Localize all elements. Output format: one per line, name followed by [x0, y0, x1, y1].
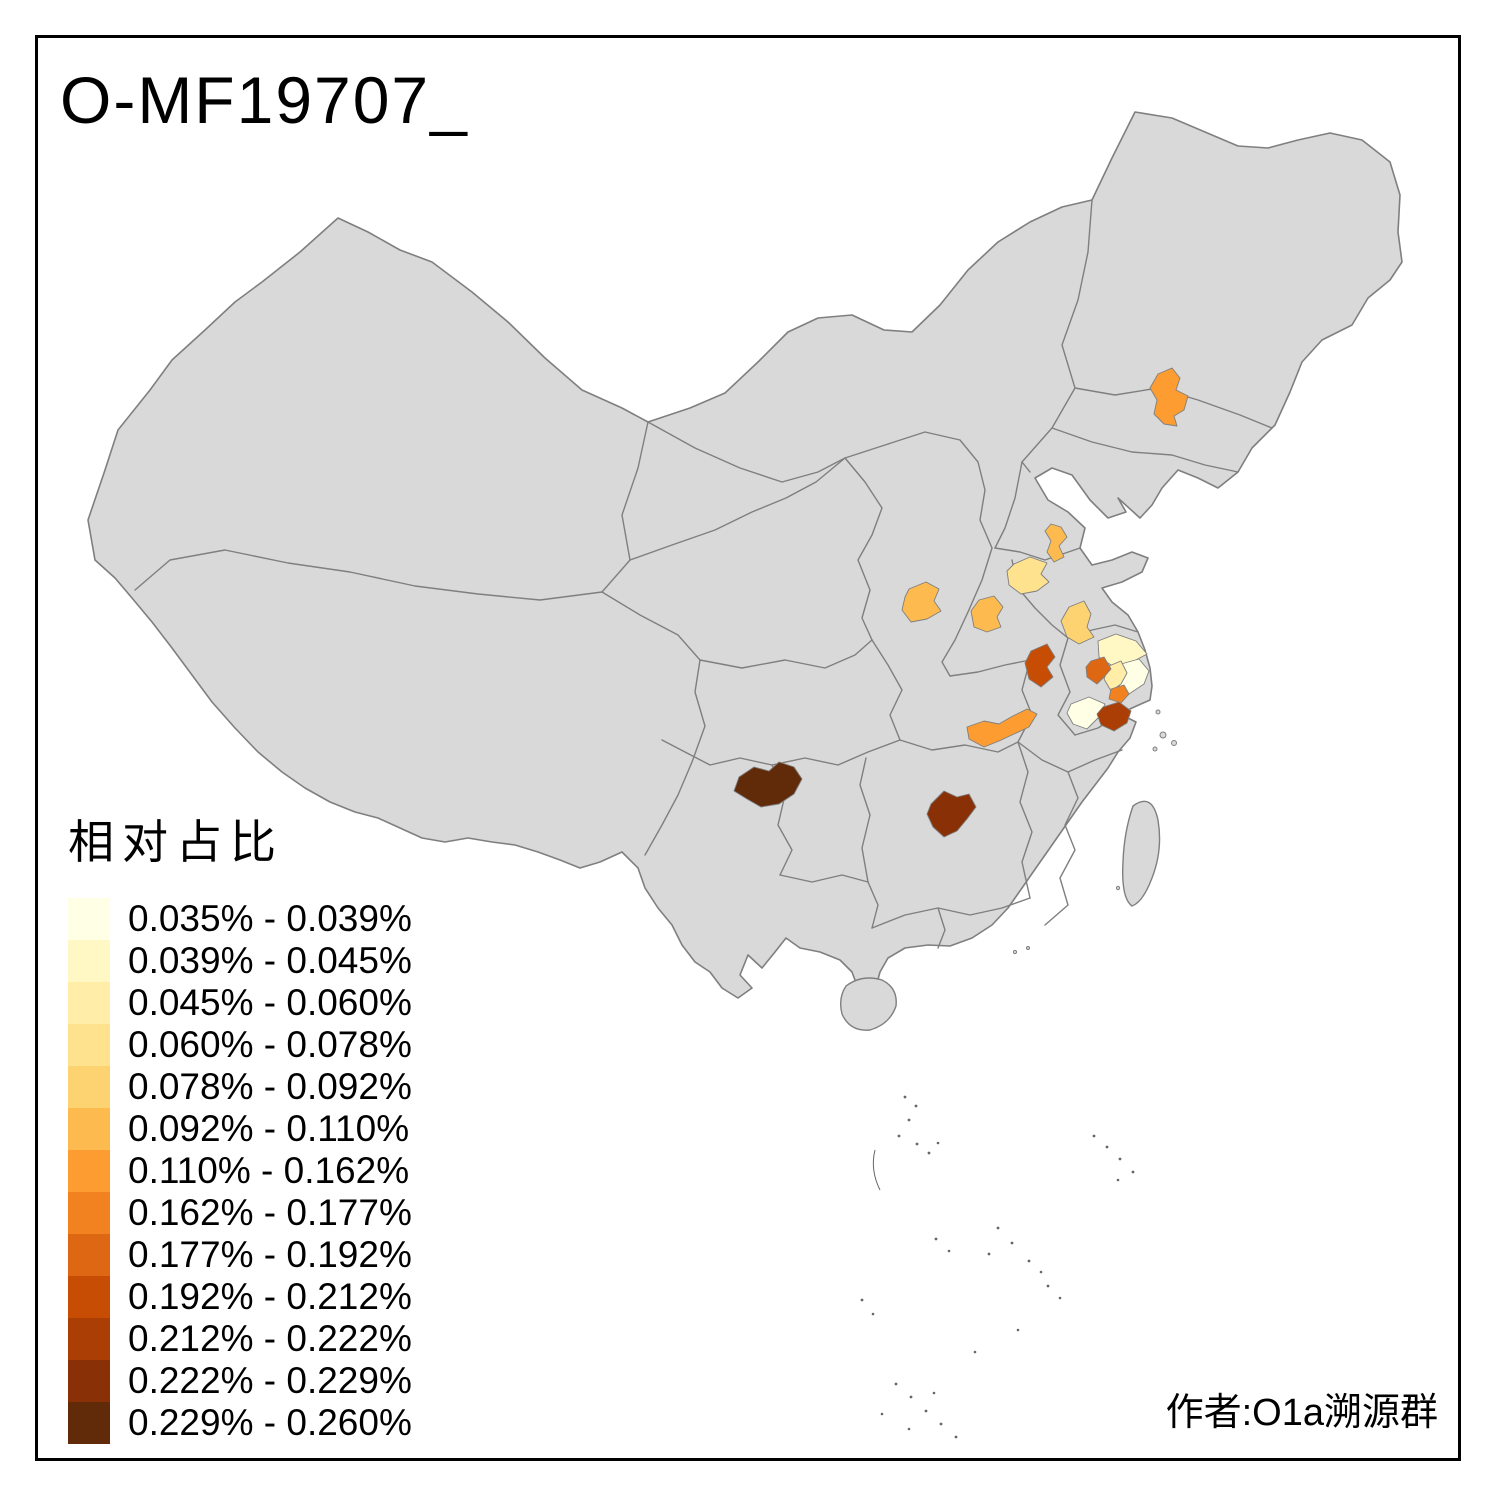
- map-region-yangzhou-area: [1085, 656, 1112, 685]
- map-region-south-jiangsu: [1096, 701, 1132, 732]
- legend-swatch: [68, 1360, 110, 1402]
- legend-swatch: [68, 1066, 110, 1108]
- legend-label: 0.039% - 0.045%: [128, 940, 412, 981]
- legend-row: 0.060% - 0.078%: [68, 1024, 412, 1066]
- legend-row: 0.110% - 0.162%: [68, 1150, 412, 1192]
- legend-row: 0.035% - 0.039%: [68, 898, 412, 940]
- coastal-islets: [1012, 709, 1177, 955]
- map-region-jilin: [1149, 367, 1189, 427]
- map-region-henan-west: [901, 581, 942, 623]
- legend-row: 0.078% - 0.092%: [68, 1066, 412, 1108]
- legend-label: 0.092% - 0.110%: [128, 1108, 410, 1149]
- map-region-shandong-south: [1006, 556, 1050, 595]
- south-china-sea-islands: [860, 1095, 1135, 1439]
- legend-label: 0.035% - 0.039%: [128, 898, 412, 939]
- legend-swatch: [68, 1192, 110, 1234]
- map-region-anqing-band: [966, 708, 1038, 748]
- hainan-island: [839, 977, 897, 1031]
- legend-row: 0.229% - 0.260%: [68, 1402, 412, 1444]
- legend-row: 0.177% - 0.192%: [68, 1234, 412, 1276]
- legend-label: 0.162% - 0.177%: [128, 1192, 412, 1233]
- legend-swatch: [68, 1108, 110, 1150]
- china-mainland-outline: [87, 111, 1403, 1003]
- map-region-guizhou-area: [733, 761, 803, 808]
- legend-swatch: [68, 1234, 110, 1276]
- legend-swatch: [68, 1402, 110, 1444]
- taiwan-island: [1122, 800, 1161, 907]
- legend-label: 0.060% - 0.078%: [128, 1024, 412, 1065]
- legend-label: 0.177% - 0.192%: [128, 1234, 412, 1275]
- legend-label: 0.110% - 0.162%: [128, 1150, 410, 1191]
- legend-rows: 0.035% - 0.039% 0.039% - 0.045% 0.045% - 0…: [68, 898, 412, 1444]
- legend-label: 0.045% - 0.060%: [128, 982, 412, 1023]
- legend-row: 0.162% - 0.177%: [68, 1192, 412, 1234]
- legend-row: 0.222% - 0.229%: [68, 1360, 412, 1402]
- legend-row: 0.192% - 0.212%: [68, 1276, 412, 1318]
- legend-label: 0.212% - 0.222%: [128, 1318, 412, 1359]
- map-region-hunan-area: [926, 790, 977, 838]
- map-region-anhui-southeast: [1066, 696, 1106, 730]
- legend-row: 0.045% - 0.060%: [68, 982, 412, 1024]
- legend-label: 0.229% - 0.260%: [128, 1402, 412, 1443]
- plot-title: O-MF19707_: [60, 63, 469, 137]
- legend-row: 0.212% - 0.222%: [68, 1318, 412, 1360]
- author-credit: 作者:O1a溯源群: [1165, 1392, 1438, 1434]
- legend-swatch: [68, 940, 110, 982]
- legend-swatch: [68, 1150, 110, 1192]
- map-region-shandong-north: [1044, 523, 1068, 563]
- legend-swatch: [68, 1276, 110, 1318]
- legend-label: 0.192% - 0.212%: [128, 1276, 412, 1317]
- legend-label: 0.222% - 0.229%: [128, 1360, 412, 1401]
- map-region-anhui-north: [1024, 643, 1056, 688]
- legend-swatch: [68, 982, 110, 1024]
- legend-row: 0.039% - 0.045%: [68, 940, 412, 982]
- map-region-henan-center: [970, 595, 1004, 633]
- legend-swatch: [68, 1024, 110, 1066]
- map-region-nantong-area: [1108, 684, 1130, 704]
- legend-row: 0.092% - 0.110%: [68, 1108, 412, 1150]
- map-region-jiangsu-north: [1060, 600, 1095, 645]
- legend-label: 0.078% - 0.092%: [128, 1066, 412, 1107]
- legend-title: 相对占比: [68, 816, 284, 868]
- legend-swatch: [68, 898, 110, 940]
- legend-swatch: [68, 1318, 110, 1360]
- legend: 相对占比 0.035% - 0.039% 0.039% - 0.045% 0.045…: [68, 806, 412, 1444]
